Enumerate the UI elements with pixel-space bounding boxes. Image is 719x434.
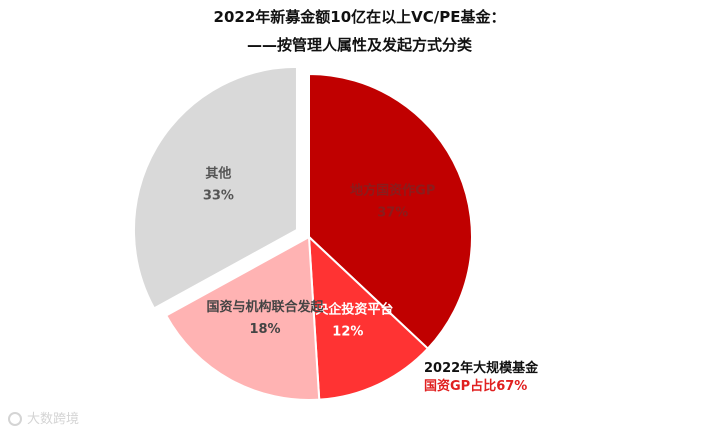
slice-label-3: 其他 xyxy=(205,165,231,181)
watermark-logo-icon xyxy=(8,412,22,426)
slice-value-3: 33% xyxy=(203,188,234,203)
chart-title-line1: 2022年新募金额10亿在以上VC/PE基金： xyxy=(213,8,506,26)
watermark: 大数跨境 xyxy=(8,408,79,427)
annotation-line2: 国资GP占比67% xyxy=(424,379,528,394)
watermark-text: 大数跨境 xyxy=(27,412,80,427)
slice-value-0: 37% xyxy=(377,206,408,221)
slice-value-1: 12% xyxy=(332,325,363,340)
slice-label-2: 国资与机构联合发起 xyxy=(207,299,325,315)
slice-value-2: 18% xyxy=(249,322,280,337)
slice-label-1: 国央企投资平台 xyxy=(302,302,393,318)
annotation-line1: 2022年大规模基金 xyxy=(424,361,539,376)
chart-title-line2: ——按管理人属性及发起方式分类 xyxy=(246,36,472,54)
pie-slice-1 xyxy=(307,234,430,401)
pie-slice-0 xyxy=(308,72,473,350)
pie-slice-2 xyxy=(164,235,321,401)
slice-label-0: 地方国资作GP xyxy=(350,183,435,199)
pie-slice-3 xyxy=(132,65,298,310)
